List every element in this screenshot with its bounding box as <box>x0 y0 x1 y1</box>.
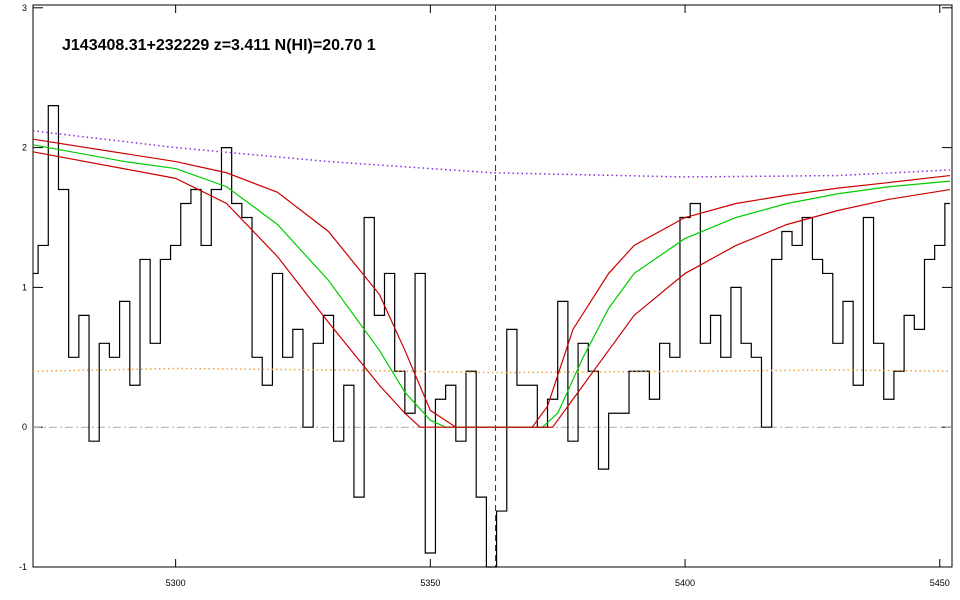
y-tick-label: 3 <box>22 3 27 13</box>
series-line <box>32 130 950 178</box>
x-tick-label: 5450 <box>930 578 950 588</box>
x-tick-label: 5350 <box>420 578 440 588</box>
x-tick-label: 5400 <box>675 578 695 588</box>
y-tick-label: 1 <box>22 282 27 292</box>
x-tick-label: 5300 <box>166 578 186 588</box>
chart-title: J143408.31+232229 z=3.411 N(HI)=20.70 1 <box>62 37 376 54</box>
series-line <box>32 151 951 428</box>
y-tick-label: 2 <box>22 143 27 153</box>
series-line <box>33 105 950 568</box>
y-tick-label: 0 <box>22 422 27 432</box>
y-tick-label: -1 <box>19 562 27 572</box>
series-line <box>32 138 951 428</box>
plot-frame <box>32 4 953 568</box>
